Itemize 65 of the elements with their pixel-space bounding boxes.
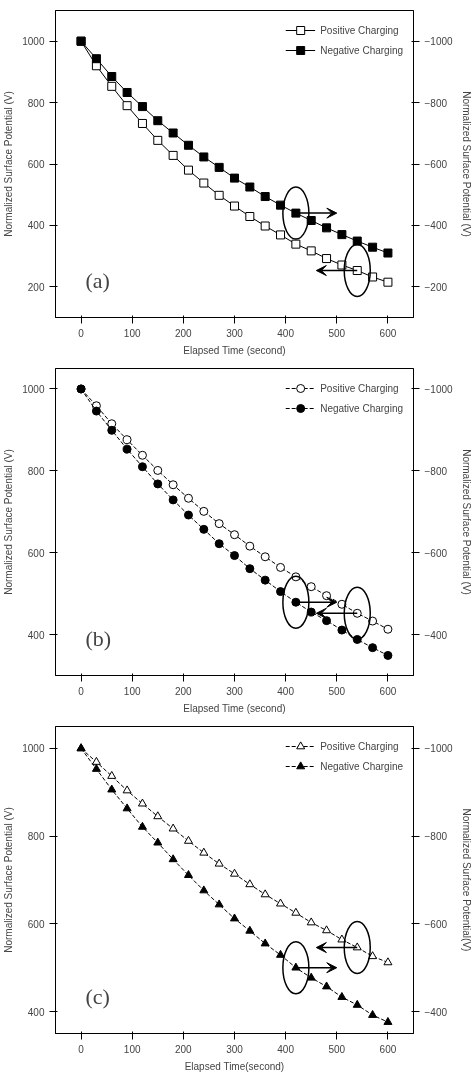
y2-tick-label: −1000 — [424, 383, 454, 395]
y2-tick-label: −600 — [424, 918, 448, 930]
y-tick-label: 800 — [27, 831, 45, 843]
y-tick-label: 1000 — [22, 383, 45, 395]
x-axis-title: Elapsed Time(second) — [184, 1060, 285, 1072]
y-tick-label: 600 — [27, 159, 45, 170]
x-tick-label: 400 — [277, 685, 295, 697]
y2-tick-label: −400 — [424, 1006, 448, 1018]
y-axis-title: Normalized Surface Potential (V) — [3, 91, 15, 237]
y-tick-label: 400 — [27, 1006, 45, 1018]
y2-tick-label: −800 — [424, 831, 448, 843]
legend-label: Positive Charging — [320, 740, 399, 752]
y2-axis-title: Normalized Surface Potential (V) — [460, 91, 472, 237]
legend-label: Positive Charging — [320, 24, 399, 36]
y-tick-label: 1000 — [22, 743, 45, 755]
y2-tick-label: −200 — [424, 281, 448, 293]
y2-tick-label: −800 — [424, 465, 448, 477]
y2-tick-label: −1000 — [424, 36, 454, 48]
x-tick-label: 0 — [78, 685, 85, 697]
x-tick-label: 100 — [123, 685, 141, 697]
y2-tick-label: −400 — [424, 220, 448, 232]
y-tick-label: 800 — [27, 465, 45, 477]
y-tick-label: 800 — [27, 97, 45, 109]
y-tick-label: 600 — [27, 547, 45, 559]
annotation: (c) — [85, 983, 110, 1009]
x-tick-label: 200 — [175, 327, 193, 339]
x-tick-label: 400 — [277, 327, 295, 339]
y-axis-title: Normalized Surface Potential (V) — [3, 449, 15, 595]
y-tick-label: 600 — [27, 918, 45, 930]
legend-label: Negative Chargine — [320, 760, 403, 772]
x-tick-label: 600 — [379, 327, 397, 339]
x-axis-title: Elapsed Time (second) — [183, 702, 286, 714]
x-tick-label: 0 — [78, 327, 85, 339]
x-tick-label: 600 — [379, 685, 397, 697]
y-tick-label: 400 — [27, 220, 45, 232]
x-axis-title: Elapsed Time (second) — [183, 344, 286, 356]
annotation: (b) — [85, 625, 112, 651]
y-tick-label: 200 — [27, 281, 45, 293]
legend-label: Positive Charging — [320, 382, 399, 394]
x-tick-label: 300 — [226, 1043, 244, 1055]
legend-label: Negative Charging — [320, 402, 403, 414]
x-tick-label: 400 — [277, 1043, 295, 1055]
y-tick-label: 1000 — [22, 36, 45, 48]
x-tick-label: 600 — [379, 1043, 397, 1055]
x-tick-label: 100 — [123, 1043, 141, 1055]
y-axis-title: Normalized Surface Potential (V) — [3, 807, 15, 953]
x-tick-label: 500 — [328, 327, 346, 339]
x-tick-label: 300 — [226, 685, 244, 697]
y2-axis-title: Normalized Surface Potential (V) — [460, 449, 472, 595]
x-tick-label: 500 — [328, 1043, 346, 1055]
x-tick-label: 200 — [175, 685, 193, 697]
y2-tick-label: −600 — [424, 159, 448, 170]
legend-label: Negative Charging — [320, 44, 403, 56]
x-tick-label: 0 — [78, 1043, 85, 1055]
x-tick-label: 500 — [328, 685, 346, 697]
annotation: (a) — [85, 267, 110, 293]
y-tick-label: 400 — [27, 629, 45, 641]
x-tick-label: 300 — [226, 327, 244, 339]
y2-tick-label: −1000 — [424, 743, 454, 755]
x-tick-label: 200 — [175, 1043, 193, 1055]
y2-tick-label: −400 — [424, 629, 448, 641]
x-tick-label: 100 — [123, 327, 141, 339]
y2-tick-label: −600 — [424, 547, 448, 559]
y2-tick-label: −800 — [424, 97, 448, 109]
y2-axis-title: Normalized Surface Potential(V) — [460, 808, 472, 952]
